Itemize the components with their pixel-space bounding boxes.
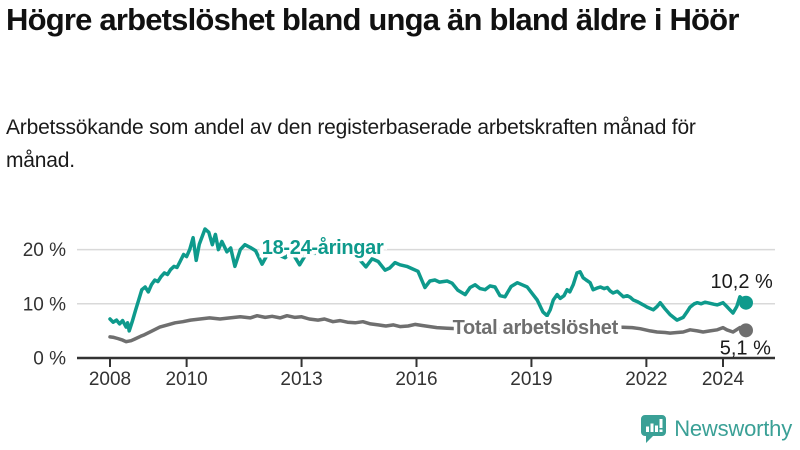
- chart-subtitle: Arbetssökande som andel av den registerb…: [6, 116, 696, 172]
- bar-3: [655, 425, 659, 432]
- x-axis-label: 2016: [395, 369, 437, 390]
- exclamation-bar: [659, 419, 663, 428]
- newsworthy-wordmark: Newsworthy: [674, 415, 792, 441]
- x-axis-label: 2008: [89, 369, 131, 390]
- newsworthy-bubble-icon: [641, 415, 667, 443]
- series-label-1: Total arbetslöshet: [453, 317, 619, 339]
- series-line-1: [108, 313, 748, 344]
- bar-1: [646, 426, 650, 432]
- x-axis-label: 2010: [165, 369, 207, 390]
- x-axis-label: 2024: [702, 369, 745, 390]
- y-axis-label: 0 %: [33, 349, 66, 370]
- y-axis-label: 10 %: [23, 294, 66, 315]
- exclamation-dot: [659, 429, 663, 432]
- series-end-dot-1: [738, 323, 753, 338]
- series-end-dot-0: [738, 295, 753, 310]
- page-title: Högre arbetslöshet bland unga än bland ä…: [6, 2, 739, 37]
- series-line-0: [108, 227, 748, 333]
- series-end-value-1: 5,1 %: [720, 338, 771, 360]
- series-label-0: 18-24-åringar: [262, 236, 384, 259]
- x-axis-label: 2013: [280, 369, 322, 390]
- series-end-value-0: 10,2 %: [711, 271, 773, 293]
- x-axis-label: 2019: [510, 369, 552, 390]
- newsworthy-logo[interactable]: Newsworthy: [640, 414, 792, 443]
- y-axis-label: 20 %: [23, 240, 66, 261]
- x-axis-label: 2022: [625, 369, 667, 390]
- bar-2: [650, 423, 654, 432]
